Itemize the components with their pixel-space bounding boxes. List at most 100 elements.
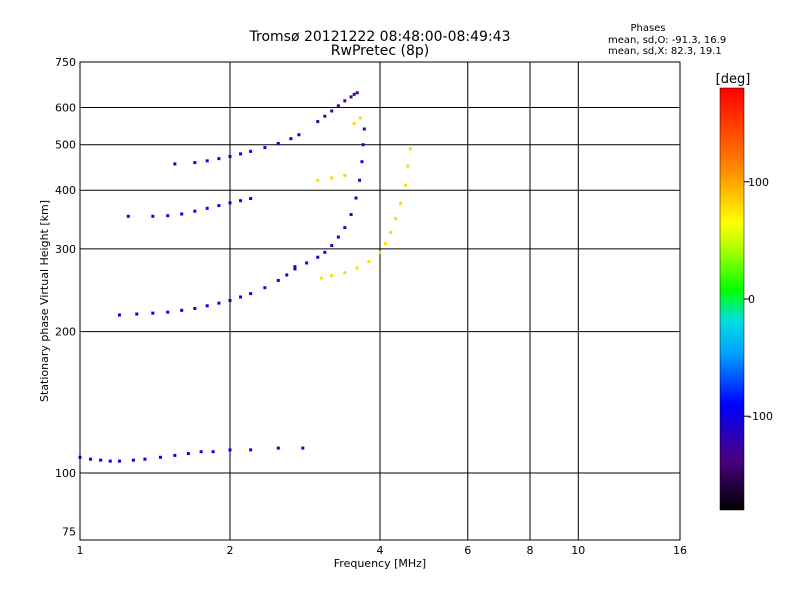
data-point: [276, 278, 280, 282]
colorbar: [719, 87, 745, 511]
data-point: [285, 273, 289, 277]
data-point: [330, 244, 334, 248]
data-point: [193, 161, 197, 165]
data-point: [293, 265, 297, 269]
data-point: [383, 242, 387, 246]
data-point: [143, 457, 147, 461]
data-point: [180, 308, 184, 312]
data-point: [228, 201, 232, 205]
colorbar-ticks: 100 0 -100: [744, 176, 773, 423]
data-point: [151, 214, 155, 218]
data-point: [228, 154, 232, 158]
data-point: [293, 267, 297, 271]
data-point: [276, 446, 280, 450]
y-tick-label: 200: [55, 326, 76, 339]
data-point: [389, 231, 393, 235]
data-point: [378, 250, 382, 254]
y-tick-label: 750: [55, 56, 76, 69]
data-point: [336, 104, 340, 108]
data-point: [126, 214, 130, 218]
data-point: [330, 176, 334, 180]
data-point: [361, 143, 365, 147]
data-point: [180, 212, 184, 216]
data-point: [406, 164, 410, 168]
data-point: [323, 250, 327, 254]
data-point: [249, 197, 253, 201]
data-point: [166, 214, 170, 218]
y-tick-label: 600: [55, 102, 76, 115]
x-axis-label: Frequency [MHz]: [334, 557, 426, 570]
data-point: [319, 276, 323, 280]
data-point: [355, 91, 359, 95]
data-point: [249, 448, 253, 452]
data-point: [186, 452, 190, 456]
data-point: [354, 196, 358, 200]
data-point: [316, 255, 320, 259]
data-point: [173, 453, 177, 457]
data-point: [135, 312, 139, 316]
data-point: [349, 95, 353, 99]
y-axis-label: Stationary phase Virtual Height [km]: [38, 200, 51, 402]
colorbar-tick-label: 100: [748, 176, 769, 189]
data-point: [408, 147, 412, 151]
data-point: [323, 114, 327, 118]
data-point: [355, 266, 359, 270]
data-point: [362, 127, 366, 131]
data-point: [263, 286, 267, 290]
grid: [80, 62, 680, 540]
data-point: [131, 458, 135, 462]
data-point: [151, 311, 155, 315]
data-point: [358, 178, 362, 182]
data-point: [367, 260, 371, 264]
data-point: [239, 152, 243, 156]
data-point: [360, 160, 364, 164]
y-tick-labels: 75 100 200 300 400 500 600 750: [55, 56, 76, 539]
x-tick-label: 10: [571, 544, 585, 557]
data-point: [217, 301, 221, 305]
y-tick-label: 300: [55, 243, 76, 256]
data-point: [343, 173, 347, 177]
x-tick-label: 2: [227, 544, 234, 557]
colorbar-tick-label: -100: [748, 410, 773, 423]
colorbar-tick-label: 0: [748, 293, 755, 306]
data-point: [336, 235, 340, 239]
data-point: [211, 450, 215, 454]
data-points: [78, 91, 412, 463]
data-point: [205, 206, 209, 210]
phase-o-stats: mean, sd,O: -91.3, 16.9: [608, 35, 726, 46]
data-point: [316, 120, 320, 124]
x-tick-label: 8: [527, 544, 534, 557]
data-point: [316, 178, 320, 182]
y-tick-label: 500: [55, 139, 76, 152]
data-point: [343, 271, 347, 275]
phase-x-stats: mean, sd,X: 82.3, 19.1: [608, 46, 722, 57]
data-point: [158, 455, 162, 459]
data-point: [199, 450, 203, 454]
data-point: [228, 298, 232, 302]
data-point: [193, 306, 197, 310]
data-point: [399, 201, 403, 205]
data-point: [205, 304, 209, 308]
chart-subtitle: RwPretec (8p): [331, 43, 429, 59]
data-point: [263, 146, 267, 150]
plot-frame: [79, 61, 681, 541]
data-point: [403, 183, 407, 187]
data-point: [297, 133, 301, 137]
data-point: [117, 459, 121, 463]
data-point: [239, 199, 243, 203]
data-point: [249, 292, 253, 296]
data-point: [276, 141, 280, 145]
y-tick-label: 100: [55, 467, 76, 480]
data-point: [217, 204, 221, 208]
colorbar-label: [deg]: [716, 72, 751, 87]
data-point: [117, 313, 121, 317]
y-tick-label: 75: [62, 526, 76, 539]
x-tick-label: 1: [77, 544, 84, 557]
data-point: [349, 213, 353, 217]
data-point: [249, 149, 253, 153]
data-point: [330, 274, 334, 278]
phases-title: Phases: [630, 23, 665, 34]
data-point: [394, 217, 398, 221]
data-point: [352, 121, 356, 125]
